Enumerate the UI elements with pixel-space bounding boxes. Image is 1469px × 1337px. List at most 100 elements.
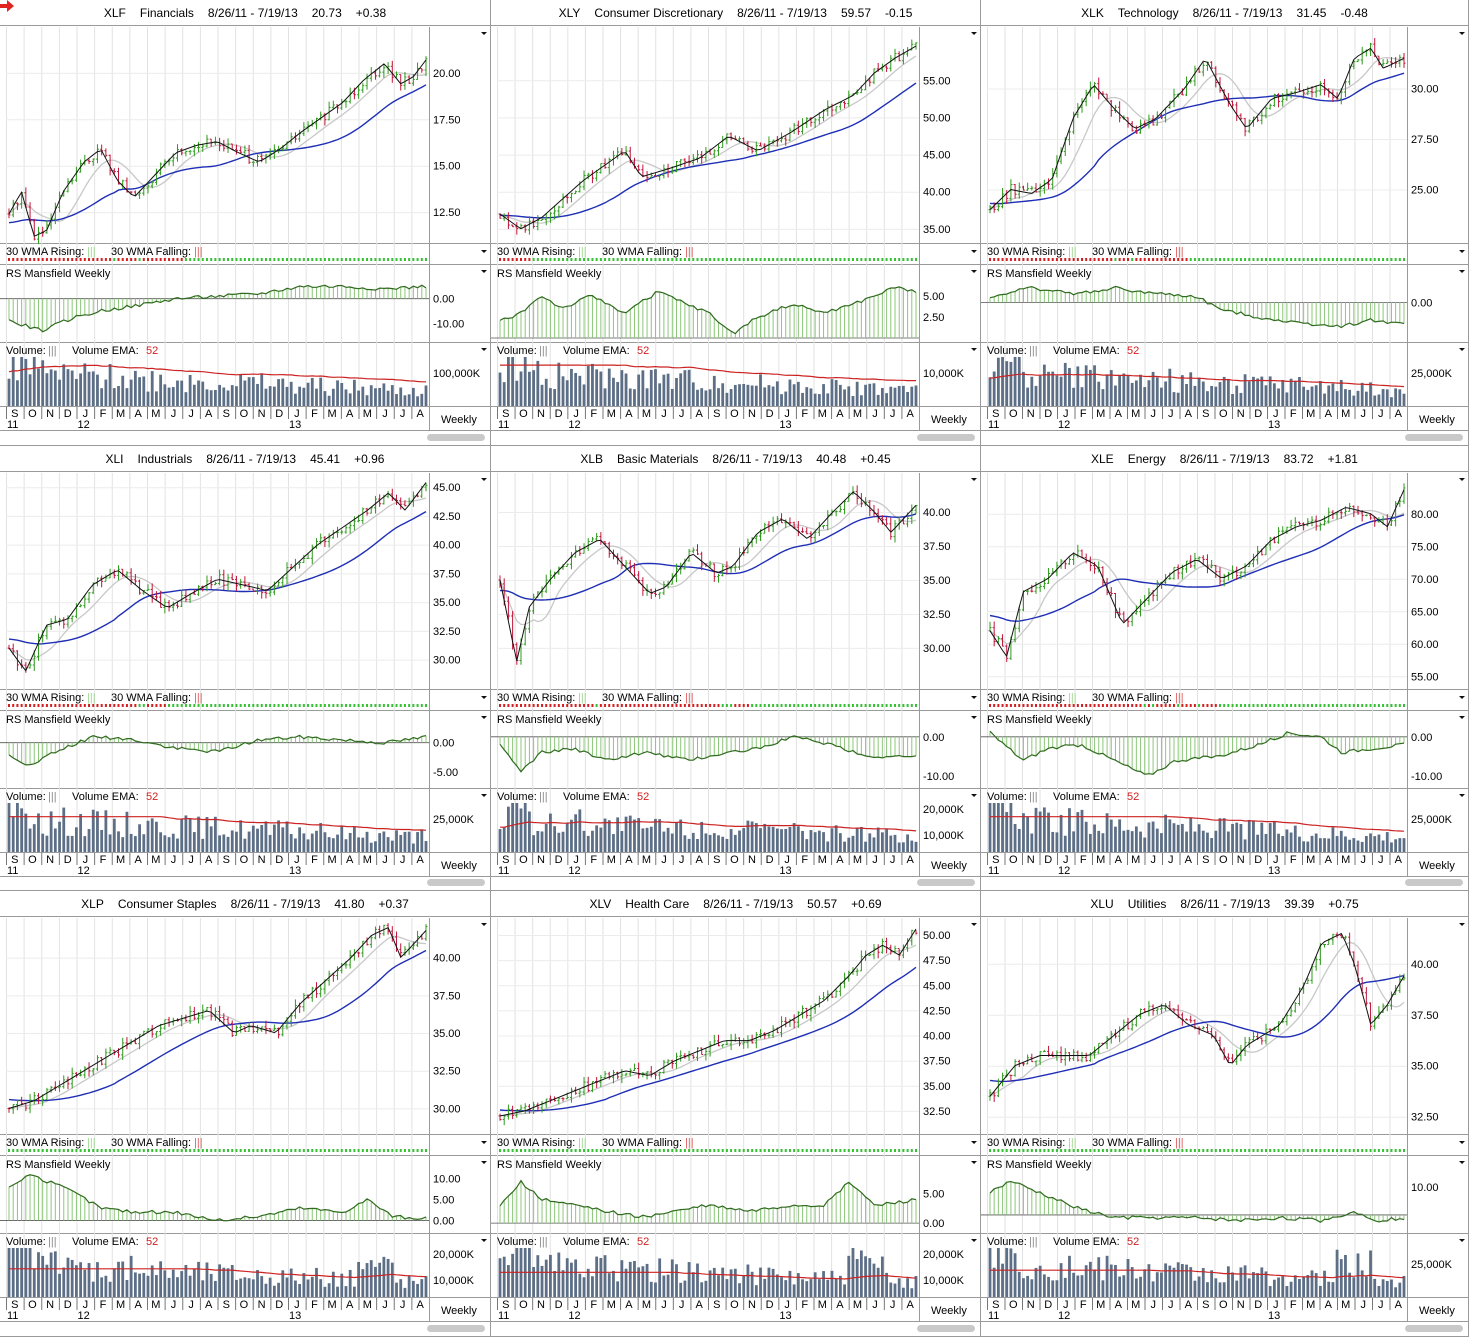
volume-bar [1339,1259,1343,1297]
pane-menu-chevron-icon[interactable] [971,348,977,351]
horizontal-scrollbar[interactable] [427,434,485,441]
volume-bar [1318,381,1322,406]
horizontal-scrollbar[interactable] [1405,434,1463,441]
price-bar [1109,99,1113,117]
volume-bar [549,388,552,406]
wma-status-dot [1277,258,1280,261]
volume-bar [1390,842,1393,852]
pane-menu-chevron-icon[interactable] [971,923,977,926]
pane-menu-chevron-icon[interactable] [481,696,487,699]
volume-bar [1197,1276,1201,1297]
price-bar [230,573,234,581]
pane-menu-chevron-icon[interactable] [1459,250,1465,253]
wma-status-dot [1101,1149,1104,1152]
volume-bar [289,834,293,852]
pane-menu-chevron-icon[interactable] [1459,478,1465,481]
volume-bar [1402,1275,1406,1297]
pane-menu-chevron-icon[interactable] [481,32,487,35]
pane-menu-chevron-icon[interactable] [971,478,977,481]
pane-menu-chevron-icon[interactable] [481,923,487,926]
pane-menu-chevron-icon[interactable] [1459,716,1465,719]
month-label: J [890,854,896,866]
pane-menu-chevron-icon[interactable] [481,348,487,351]
horizontal-scrollbar[interactable] [1405,1325,1463,1332]
horizontal-scrollbar[interactable] [917,879,975,886]
wma-status-dot [620,1149,623,1152]
pane-menu-chevron-icon[interactable] [481,270,487,273]
wma-status-dot [408,258,411,261]
price-bar [1381,59,1385,67]
wma-status-dot [378,704,381,707]
price-bar [805,527,809,535]
pane-menu-chevron-icon[interactable] [1459,794,1465,797]
wma-status-dot [159,704,162,707]
pane-menu-chevron-icon[interactable] [971,1161,977,1164]
month-label: M [1341,854,1350,866]
price-bar [557,205,561,218]
volume-bar [729,389,733,406]
pane-menu-chevron-icon[interactable] [1459,923,1465,926]
volume-bar [378,387,382,406]
horizontal-scrollbar[interactable] [1405,879,1463,886]
pane-menu-chevron-icon[interactable] [1459,348,1465,351]
pane-menu-chevron-icon[interactable] [481,716,487,719]
pane-menu-chevron-icon[interactable] [971,250,977,253]
pane-menu-chevron-icon[interactable] [1459,1161,1465,1164]
pane-menu-chevron-icon[interactable] [971,32,977,35]
volume-bar [1348,389,1352,406]
volume-bar [1377,1285,1381,1297]
wma-status-dot [210,704,213,707]
wma-status-dot [759,258,762,261]
wma-status-dot [746,258,749,261]
volume-bar [1176,392,1180,406]
pane-menu-chevron-icon[interactable] [481,1161,487,1164]
ticker-symbol: XLU [1090,897,1114,911]
pane-menu-chevron-icon[interactable] [1459,696,1465,699]
horizontal-scrollbar[interactable] [917,1325,975,1332]
volume-bar [1093,365,1096,406]
pane-menu-chevron-icon[interactable] [1459,32,1465,35]
pane-menu-chevron-icon[interactable] [481,1141,487,1144]
horizontal-scrollbar[interactable] [917,434,975,441]
horizontal-scrollbar[interactable] [427,879,485,886]
last-price: 83.72 [1283,452,1314,466]
pane-menu-chevron-icon[interactable] [1459,270,1465,273]
last-price: 31.45 [1296,6,1327,20]
volume-ema-line [500,820,917,832]
month-label: J [872,408,878,420]
pane-menu-chevron-icon[interactable] [971,696,977,699]
pane-menu-chevron-icon[interactable] [1459,1141,1465,1144]
wma-status-dot [1373,1149,1376,1152]
pane-menu-chevron-icon[interactable] [971,716,977,719]
wma-status-dot [1344,1149,1347,1152]
month-label: N [537,1299,545,1311]
pane-menu-chevron-icon[interactable] [481,250,487,253]
pane-menu-chevron-icon[interactable] [1459,1239,1465,1242]
price-bar [218,1005,222,1022]
pane-menu-chevron-icon[interactable] [971,1141,977,1144]
pane-menu-chevron-icon[interactable] [481,1239,487,1242]
wma-status-dot [286,258,288,261]
price-bar [1201,555,1205,566]
price-bar [234,1025,238,1036]
wma-status-dot [499,1149,501,1152]
pane-menu-chevron-icon[interactable] [481,794,487,797]
horizontal-scrollbar[interactable] [427,1325,485,1332]
price-tick-label: 65.00 [1411,606,1439,618]
pane-menu-chevron-icon[interactable] [971,794,977,797]
pane-menu-chevron-icon[interactable] [481,478,487,481]
volume-bar [28,374,32,406]
wma-status-dot [889,704,892,707]
price-bar [1314,515,1318,531]
pane-menu-chevron-icon[interactable] [971,270,977,273]
wma-status-dot [197,1149,200,1152]
wma-rising-glyph: ||| [1068,692,1077,704]
wma-status-dot [1160,258,1163,261]
wma-status-dot [1219,258,1221,261]
volume-bar [96,374,99,406]
price-bar [801,527,805,533]
wma-status-dot [273,704,276,707]
volume-bar [826,841,830,852]
price-bar [159,591,163,608]
pane-menu-chevron-icon[interactable] [971,1239,977,1242]
